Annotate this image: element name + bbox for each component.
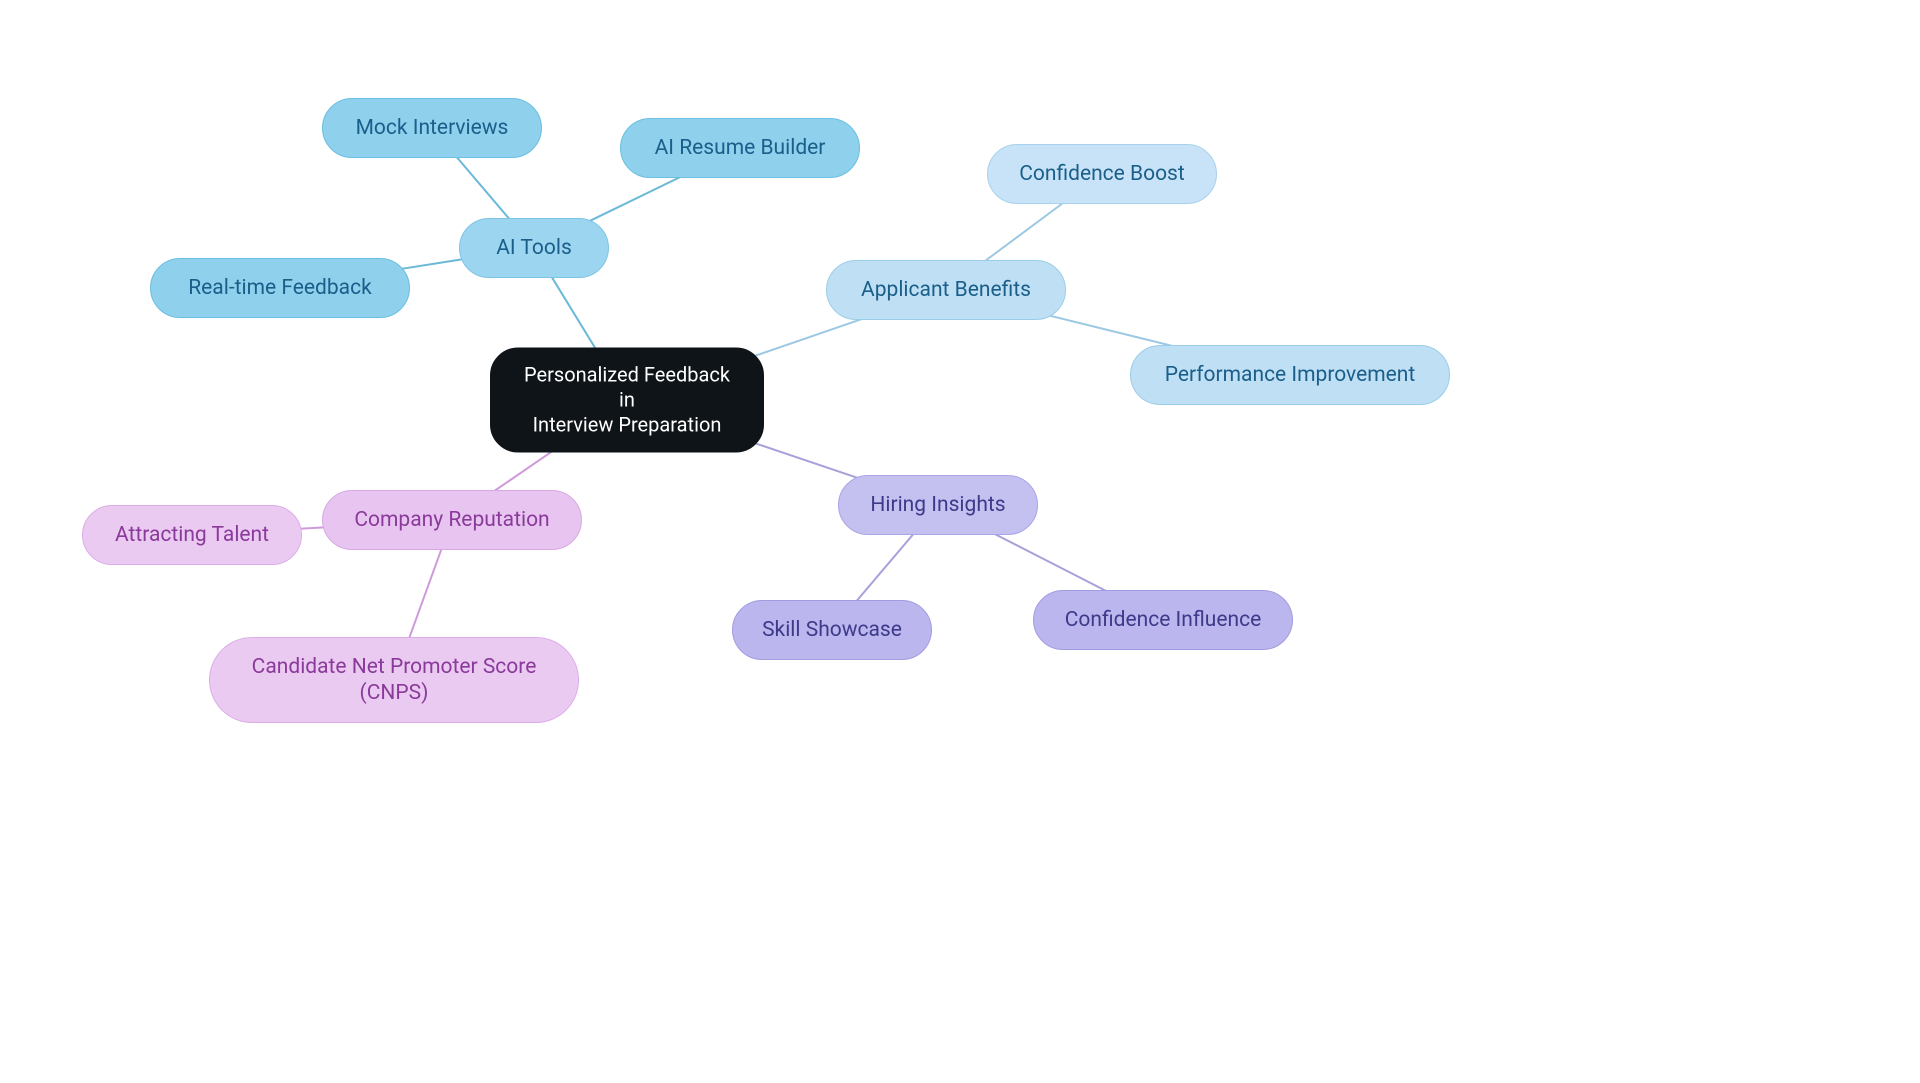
node-ai-tools: AI Tools — [459, 218, 609, 278]
node-label: Skill Showcase — [762, 617, 902, 643]
edge — [456, 157, 510, 221]
node-hiring-insights: Hiring Insights — [838, 475, 1038, 535]
edge — [551, 277, 601, 359]
node-company-reputation: Company Reputation — [322, 490, 582, 550]
node-mock-interviews: Mock Interviews — [322, 98, 542, 158]
node-ai-resume: AI Resume Builder — [620, 118, 860, 178]
node-label: AI Tools — [496, 235, 572, 261]
node-label: Confidence Influence — [1065, 607, 1261, 633]
edge — [983, 202, 1064, 262]
node-label: Personalized Feedback in Interview Prepa… — [519, 363, 735, 438]
node-confidence-influence: Confidence Influence — [1033, 590, 1293, 650]
node-skill-showcase: Skill Showcase — [732, 600, 932, 660]
node-label: Attracting Talent — [115, 522, 269, 548]
node-center: Personalized Feedback in Interview Prepa… — [490, 348, 764, 453]
edge — [409, 549, 441, 638]
node-applicant-benefits: Applicant Benefits — [826, 260, 1066, 320]
node-cnps: Candidate Net Promoter Score (CNPS) — [209, 637, 579, 723]
edge — [988, 530, 1111, 593]
node-confidence-boost: Confidence Boost — [987, 144, 1217, 204]
mindmap-canvas: Personalized Feedback in Interview Prepa… — [0, 0, 1920, 1083]
node-label: Performance Improvement — [1165, 362, 1416, 388]
node-label: Candidate Net Promoter Score (CNPS) — [252, 654, 537, 707]
node-realtime-feedback: Real-time Feedback — [150, 258, 410, 318]
node-perf-improvement: Performance Improvement — [1130, 345, 1450, 405]
node-label: Company Reputation — [354, 507, 549, 533]
node-label: Real-time Feedback — [188, 275, 372, 301]
node-attracting-talent: Attracting Talent — [82, 505, 302, 565]
node-label: Mock Interviews — [356, 115, 509, 141]
edge — [581, 174, 686, 225]
node-label: Hiring Insights — [870, 492, 1005, 518]
node-label: AI Resume Builder — [655, 135, 826, 161]
node-label: Confidence Boost — [1019, 161, 1185, 187]
node-label: Applicant Benefits — [861, 277, 1031, 303]
edge — [856, 533, 914, 601]
